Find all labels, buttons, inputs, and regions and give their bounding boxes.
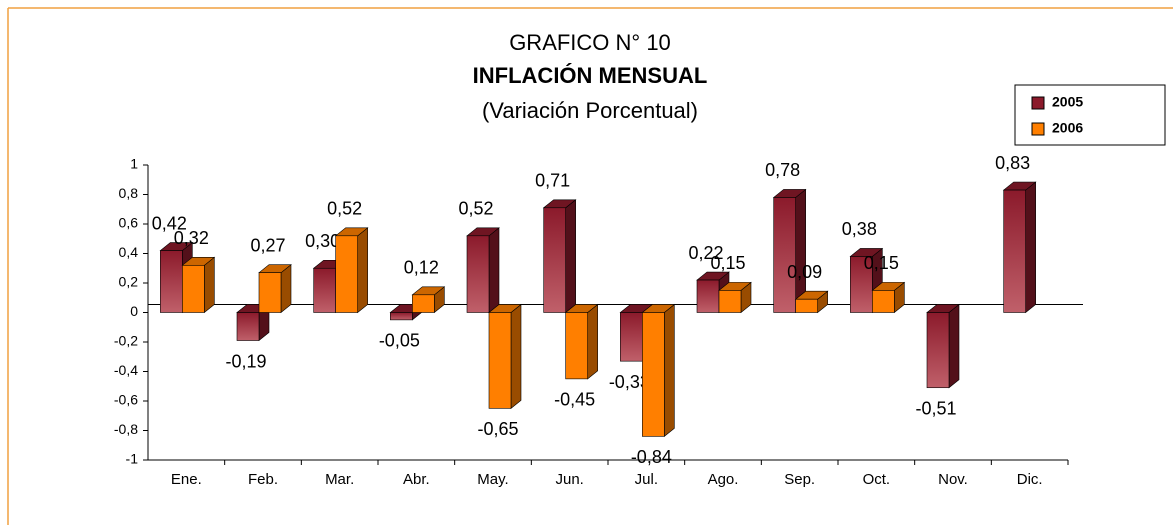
legend-box (1014, 84, 1166, 146)
x-tick-label: Abr. (403, 471, 430, 488)
value-label: 0,12 (404, 258, 439, 278)
value-label: -0,33 (609, 372, 650, 392)
bar (872, 290, 895, 313)
bar (236, 312, 260, 341)
bar (160, 250, 183, 313)
x-tick-label: Feb. (248, 471, 278, 488)
value-label: 0,22 (688, 243, 723, 263)
y-tick-label: 0,8 (119, 185, 139, 201)
x-tick-label: May. (477, 471, 508, 488)
bar (926, 312, 950, 389)
value-label: -0,45 (554, 390, 595, 410)
value-label: 0,52 (327, 199, 362, 219)
chart-title: GRAFICO N° 10 (509, 30, 671, 55)
x-tick-label: Jun. (555, 471, 583, 488)
x-tick-label: Oct. (863, 471, 891, 488)
y-tick-label: 0,4 (119, 244, 139, 260)
bar (850, 256, 873, 313)
value-label: -0,51 (915, 398, 956, 418)
value-label: 0,30 (305, 231, 340, 251)
x-tick-label: Mar. (325, 471, 354, 488)
legend-swatch (1031, 122, 1045, 136)
y-tick-label: 1 (130, 156, 138, 172)
value-label: 0,83 (995, 153, 1030, 173)
bar (1003, 189, 1026, 313)
y-tick-label: 0,6 (119, 215, 139, 231)
value-label: 0,27 (250, 235, 285, 255)
bar (412, 294, 435, 313)
x-tick-label: Ene. (171, 471, 202, 488)
value-label: 0,32 (174, 228, 209, 248)
bar (718, 290, 742, 313)
value-label: 0,52 (458, 199, 493, 219)
bar (795, 298, 818, 313)
bar (642, 312, 665, 437)
value-label: 0,78 (765, 160, 800, 180)
bar-side (357, 227, 368, 314)
x-tick-label: Jul. (635, 471, 658, 488)
value-label: 0,71 (535, 171, 570, 191)
bar-side (664, 303, 675, 438)
y-tick-label: -0,2 (114, 333, 138, 349)
bar (390, 312, 413, 321)
y-tick-label: 0,2 (119, 274, 139, 290)
value-label: -0,05 (379, 331, 420, 351)
chart-subtitle2: (Variación Porcentual) (482, 98, 698, 123)
legend-label: 2006 (1052, 120, 1083, 136)
bar-side (1025, 181, 1036, 314)
legend-swatch (1031, 96, 1045, 110)
bar-side (565, 199, 576, 314)
x-tick-label: Nov. (938, 471, 968, 488)
x-tick-label: Sep. (784, 471, 815, 488)
bar (182, 264, 205, 313)
bar-side (948, 303, 960, 389)
value-label: 0,15 (864, 253, 899, 273)
chart-subtitle: INFLACIÓN MENSUAL (473, 63, 708, 88)
value-label: 0,42 (152, 213, 187, 233)
value-label: 0,09 (787, 262, 822, 282)
bar-side (204, 256, 215, 314)
legend-label: 2005 (1052, 94, 1083, 110)
value-label: -0,84 (631, 447, 672, 467)
bar (313, 267, 336, 313)
bar (620, 312, 643, 362)
value-label: -0,65 (477, 419, 518, 439)
bar (696, 279, 720, 313)
bar-side (587, 303, 598, 380)
y-tick-label: -1 (126, 451, 139, 467)
bar (773, 197, 796, 313)
y-tick-label: 0 (130, 303, 138, 319)
x-tick-label: Ago. (708, 471, 739, 488)
bar (335, 235, 358, 313)
bar-side (510, 303, 522, 409)
bar (466, 235, 490, 313)
x-tick-label: Dic. (1017, 471, 1043, 488)
bar (543, 207, 566, 313)
y-tick-label: -0,8 (114, 421, 138, 437)
bar (565, 312, 588, 380)
y-tick-label: -0,6 (114, 392, 138, 408)
bar-side (488, 227, 500, 314)
y-tick-label: -0,4 (114, 362, 138, 378)
value-label: -0,19 (225, 351, 266, 371)
value-label: 0,15 (710, 253, 745, 273)
value-label: 0,38 (842, 219, 877, 239)
bar (488, 312, 512, 409)
bar (258, 272, 282, 313)
